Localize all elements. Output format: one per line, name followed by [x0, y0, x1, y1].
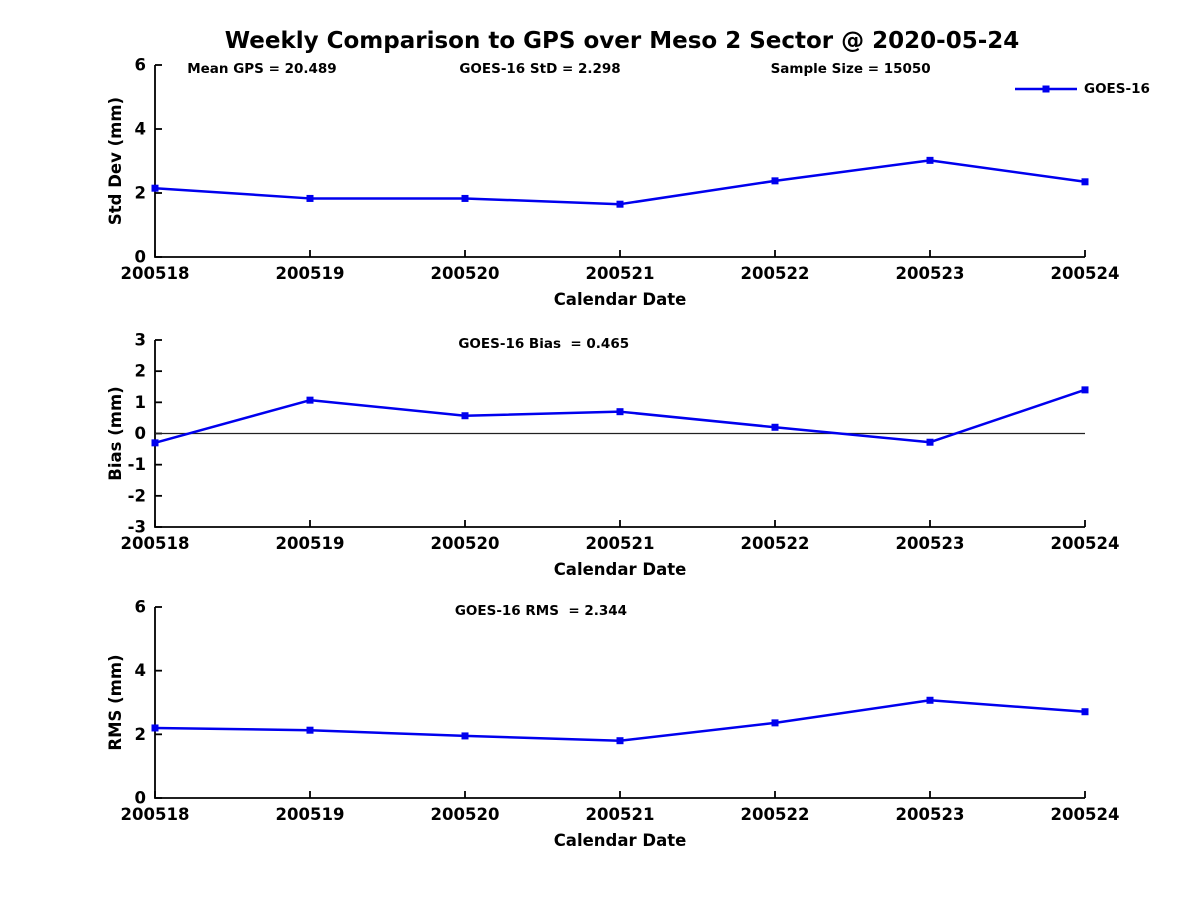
std-dev-annotation: Sample Size = 15050 — [771, 61, 931, 77]
rms-data-point-marker — [306, 726, 314, 734]
std-dev-x-tick-label: 200524 — [1051, 264, 1120, 283]
bias-x-tick-label: 200523 — [896, 534, 965, 553]
legend-label: GOES-16 — [1084, 81, 1150, 97]
std-dev-x-tick-label: 200519 — [276, 264, 345, 283]
std-dev-annotation: GOES-16 StD = 2.298 — [459, 61, 620, 77]
std-dev-x-tick-label: 200520 — [431, 264, 500, 283]
rms-series-line — [154, 699, 1086, 742]
std-dev-xlabel: Calendar Date — [554, 290, 687, 309]
bias-x-tick-label: 200519 — [276, 534, 345, 553]
std-dev-y-tick-label: 0 — [135, 248, 146, 267]
std-dev-data-point-marker — [461, 194, 469, 202]
bias-y-tick-label: -1 — [128, 455, 146, 474]
rms-xlabel: Calendar Date — [554, 831, 687, 850]
rms-annotation: GOES-16 RMS = 2.344 — [455, 603, 627, 619]
bias-data-point-marker — [926, 438, 934, 446]
legend-marker — [1042, 85, 1050, 93]
bias-y-tick-label: -2 — [128, 486, 146, 505]
bias-x-tick-label: 200520 — [431, 534, 500, 553]
rms-y-tick-label: 0 — [135, 789, 146, 808]
std-dev-annotation: Mean GPS = 20.489 — [187, 61, 337, 77]
rms-y-tick-label: 6 — [135, 598, 146, 617]
figure-title: Weekly Comparison to GPS over Meso 2 Sec… — [224, 28, 1020, 54]
rms-y-tick-label: 2 — [135, 725, 146, 744]
bias-y-tick-label: 1 — [135, 393, 146, 412]
bias-x-tick-label: 200522 — [741, 534, 810, 553]
bias-x-tick-label: 200524 — [1051, 534, 1120, 553]
std-dev-y-tick-label: 2 — [135, 184, 146, 203]
rms-y-tick-label: 4 — [135, 661, 146, 680]
std-dev-data-point-marker — [771, 177, 779, 185]
bias-xlabel: Calendar Date — [554, 560, 687, 579]
bias-y-tick-label: -3 — [128, 518, 146, 537]
rms-x-tick-label: 200518 — [121, 805, 190, 824]
std-dev-ylabel: Std Dev (mm) — [106, 97, 125, 225]
std-dev-x-tick-label: 200521 — [586, 264, 655, 283]
std-dev-data-point-marker — [151, 184, 159, 192]
rms-data-point-marker — [151, 724, 159, 732]
bias-data-point-marker — [461, 412, 469, 420]
std-dev-data-point-marker — [306, 194, 314, 202]
std-dev-y-tick-label: 6 — [135, 56, 146, 75]
std-dev-y-tick-label: 4 — [135, 120, 146, 139]
rms-ylabel: RMS (mm) — [106, 654, 125, 750]
rms-data-point-marker — [1081, 708, 1089, 716]
bias-y-tick-label: 2 — [135, 362, 146, 381]
bias-x-tick-label: 200518 — [121, 534, 190, 553]
std-dev-series-line — [154, 159, 1086, 206]
rms-x-tick-label: 200523 — [896, 805, 965, 824]
rms-x-tick-label: 200521 — [586, 805, 655, 824]
rms-data-point-marker — [926, 696, 934, 704]
rms-x-tick-label: 200522 — [741, 805, 810, 824]
bias-annotation: GOES-16 Bias = 0.465 — [458, 336, 629, 352]
rms-data-point-marker — [461, 732, 469, 740]
bias-data-point-marker — [1081, 386, 1089, 394]
std-dev-x-tick-label: 200523 — [896, 264, 965, 283]
rms-x-tick-label: 200520 — [431, 805, 500, 824]
bias-x-tick-label: 200521 — [586, 534, 655, 553]
bias-series-line — [154, 388, 1086, 445]
std-dev-data-point-marker — [926, 156, 934, 164]
rms-data-point-marker — [616, 737, 624, 745]
bias-ylabel: Bias (mm) — [106, 386, 125, 480]
bias-data-point-marker — [151, 439, 159, 447]
bias-y-tick-label: 3 — [135, 331, 146, 350]
bias-data-point-marker — [616, 408, 624, 416]
bias-y-tick-label: 0 — [135, 424, 146, 443]
std-dev-axis-spines — [154, 65, 1085, 258]
rms-x-tick-label: 200524 — [1051, 805, 1120, 824]
bias-data-point-marker — [306, 396, 314, 404]
rms-data-point-marker — [771, 719, 779, 727]
rms-x-tick-label: 200519 — [276, 805, 345, 824]
bias-data-point-marker — [771, 423, 779, 431]
std-dev-x-tick-label: 200522 — [741, 264, 810, 283]
std-dev-data-point-marker — [1081, 178, 1089, 186]
std-dev-x-tick-label: 200518 — [121, 264, 190, 283]
std-dev-data-point-marker — [616, 200, 624, 208]
